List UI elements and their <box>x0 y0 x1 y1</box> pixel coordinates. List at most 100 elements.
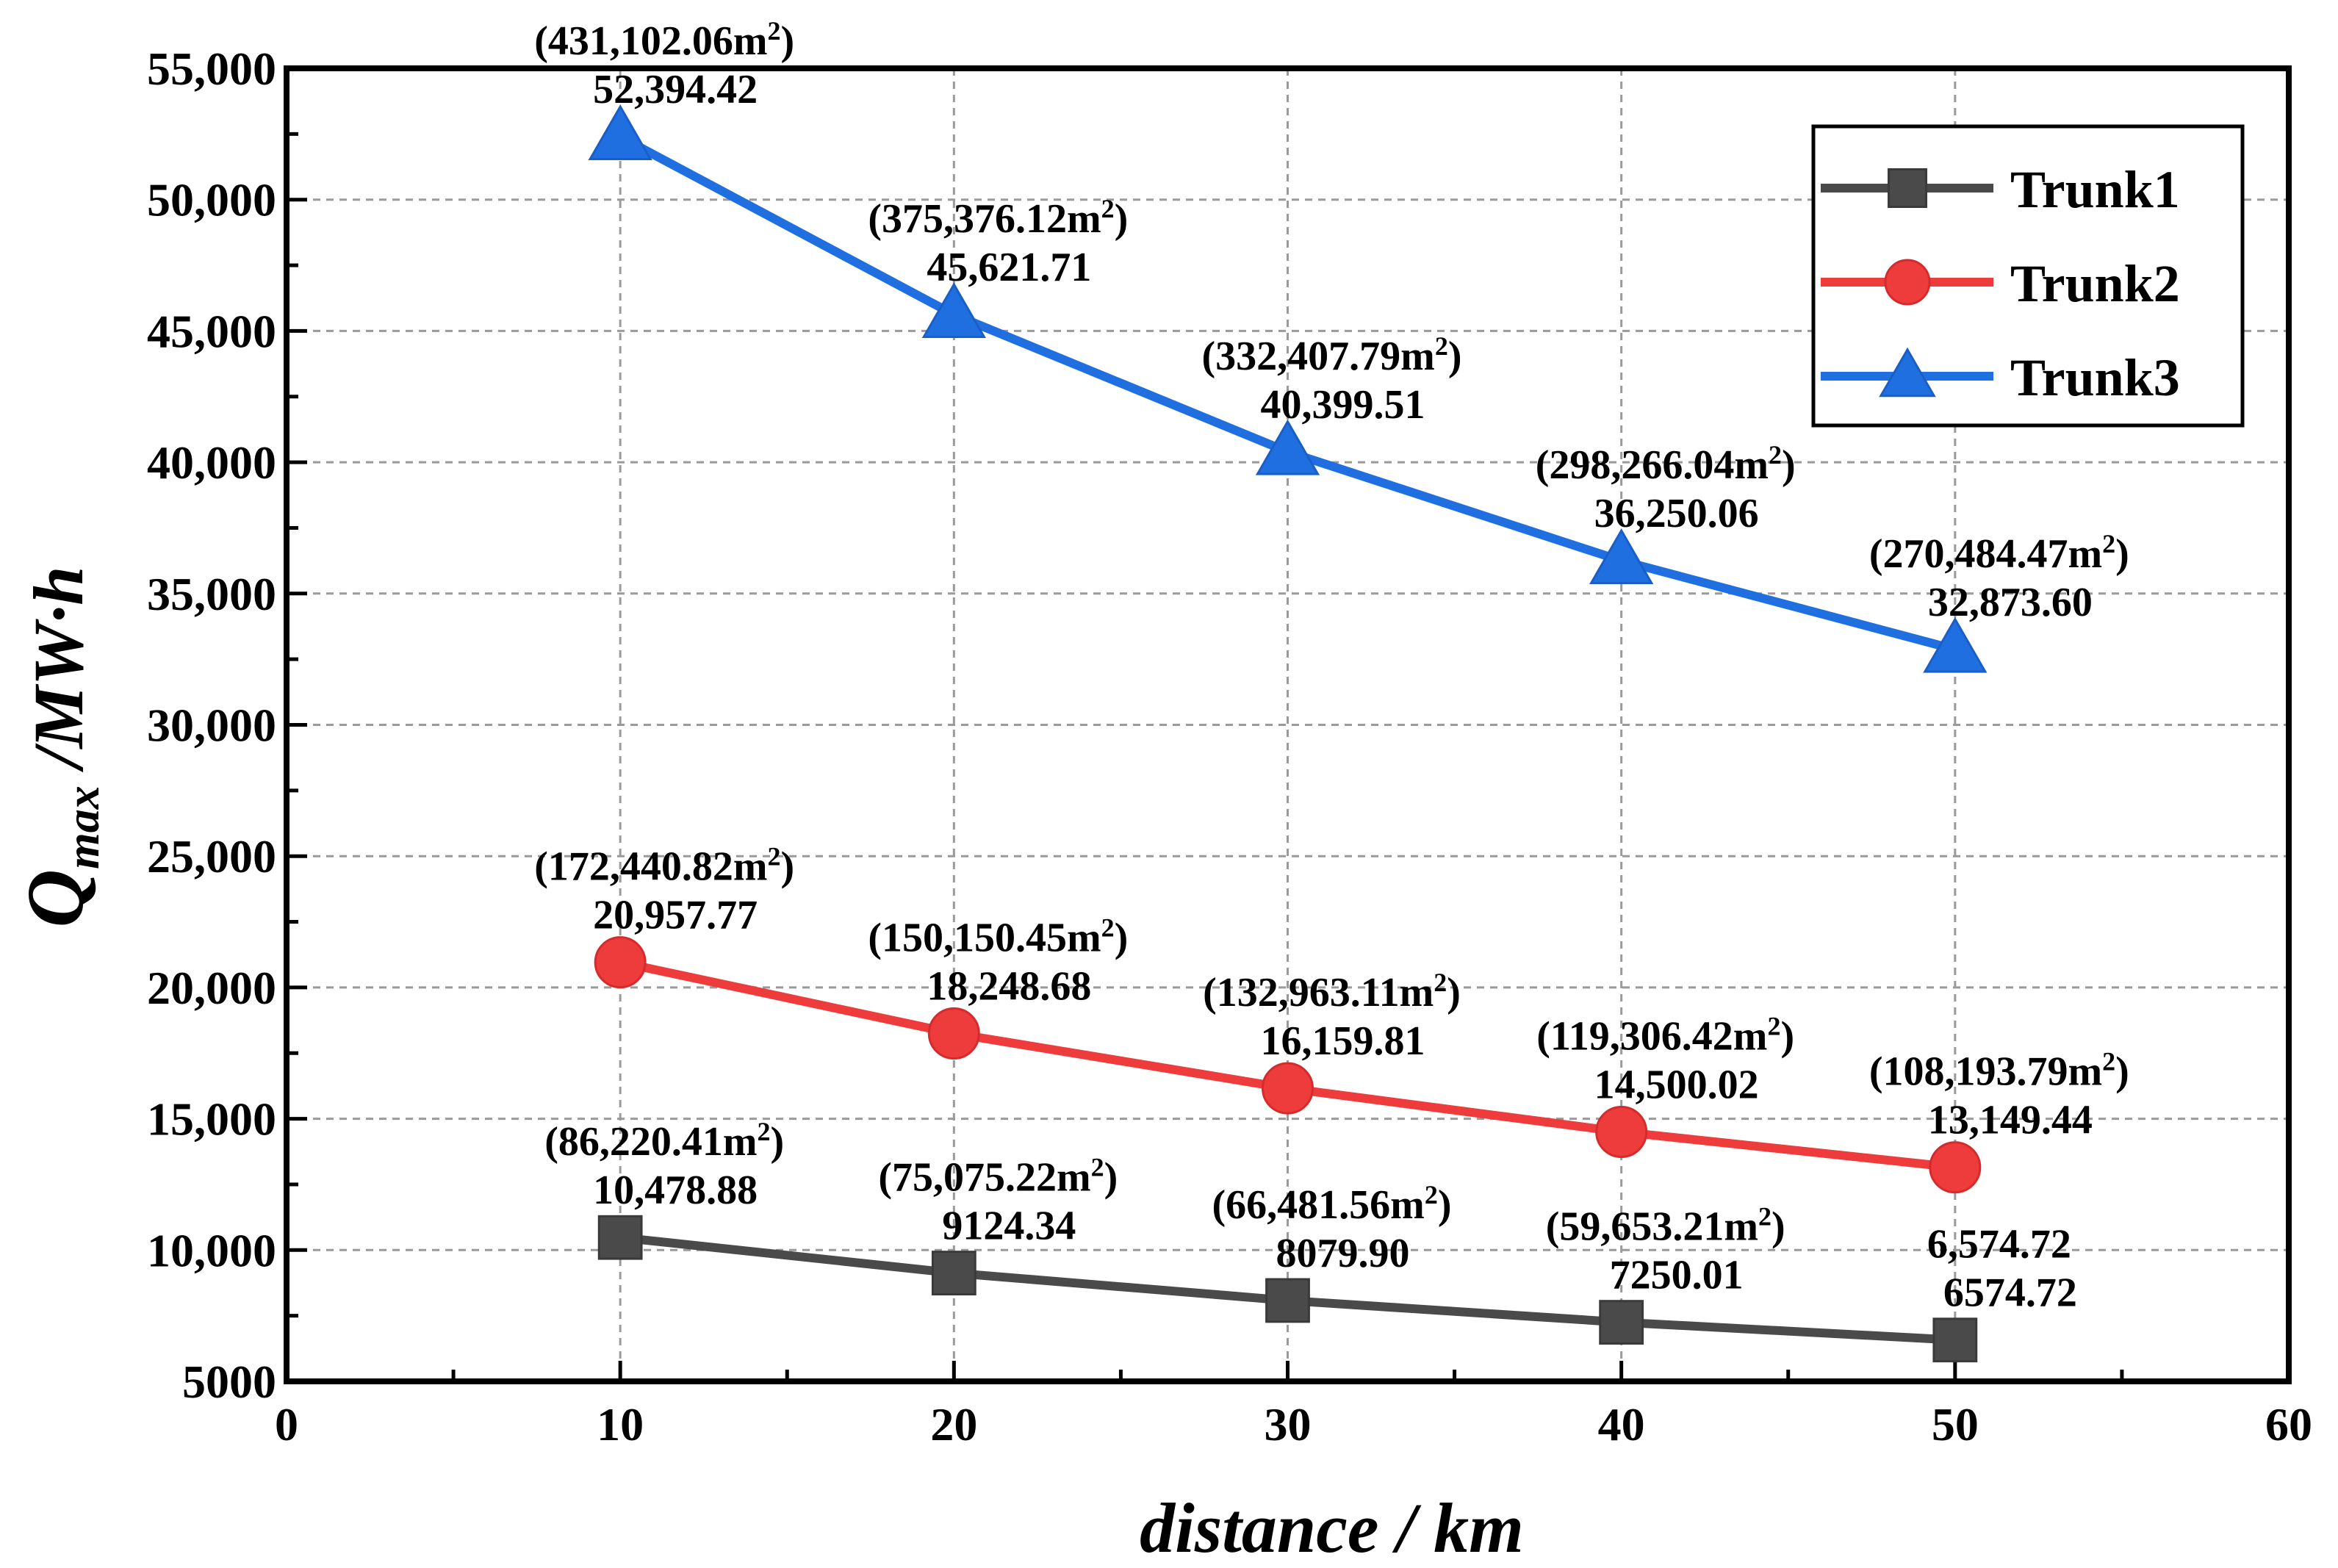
trunk3-area-label: (298,266.04m2) <box>1536 440 1796 488</box>
area-superscript: 2 <box>1767 1011 1780 1040</box>
area-close: ) <box>1438 1182 1452 1228</box>
area-value: (270,484.47m <box>1869 531 2102 577</box>
trunk1-point <box>1599 1300 1644 1345</box>
area-close: ) <box>1447 970 1461 1015</box>
trunk3-point <box>588 104 652 160</box>
trunk1-value-label: 10,478.88 <box>593 1168 758 1213</box>
trunk2-point <box>1262 1062 1314 1115</box>
trunk2-area-label: (172,440.82m2) <box>534 842 794 890</box>
area-value: (86,220.41m <box>544 1119 757 1165</box>
area-close: ) <box>1772 1204 1785 1250</box>
area-close: ) <box>1115 915 1129 960</box>
y-axis-subscript: max <box>57 785 109 869</box>
area-value: 6,574.72 <box>1927 1222 2071 1267</box>
area-close: ) <box>1115 196 1129 242</box>
trunk2-value-label: 20,957.77 <box>593 893 758 938</box>
y-axis-symbol: Q <box>10 869 100 927</box>
area-value: (59,653.21m <box>1546 1204 1758 1250</box>
y-tick-labels: 5000 10,000 15,000 20,000 25,000 30,000 35,000… <box>147 43 276 1408</box>
trunk3-value-label: 36,250.06 <box>1594 491 1759 536</box>
y-tick-label: 15,000 <box>147 1093 276 1146</box>
trunk2-value-label: 18,248.68 <box>927 963 1091 1009</box>
trunk1-value-label: 8079.90 <box>1276 1231 1410 1276</box>
y-tick-label: 20,000 <box>147 962 276 1014</box>
area-superscript: 2 <box>1091 1153 1104 1182</box>
trunk1-value-label: 6574.72 <box>1943 1270 2077 1316</box>
y-tick-label: 35,000 <box>147 568 276 620</box>
trunk3-legend-marker <box>1879 347 1936 398</box>
trunk3-legend-label: Trunk3 <box>2010 348 2180 407</box>
trunk3-value-label: 52,394.42 <box>593 67 758 112</box>
trunk2-legend-label: Trunk2 <box>2010 254 2180 313</box>
plot-frame <box>284 65 2292 1384</box>
area-value: (332,407.79m <box>1202 334 1435 379</box>
area-superscript: 2 <box>1425 1180 1438 1209</box>
trunk1-area-label: (59,653.21m2) <box>1546 1202 1785 1250</box>
trunk2-point <box>1595 1105 1648 1158</box>
x-tick-label: 40 <box>1598 1398 1645 1450</box>
area-superscript: 2 <box>1435 331 1448 361</box>
area-close: ) <box>1782 442 1796 488</box>
area-superscript: 2 <box>1769 440 1782 470</box>
y-tick-label: 5000 <box>182 1356 276 1408</box>
area-superscript: 2 <box>1101 913 1115 942</box>
trunk2-area-label: (132,963.11m2) <box>1203 968 1461 1015</box>
y-tick-label: 25,000 <box>147 830 276 882</box>
x-tick-label: 60 <box>2265 1398 2312 1450</box>
trunk3-point <box>1255 419 1320 475</box>
trunk1-point <box>1265 1278 1310 1323</box>
area-superscript: 2 <box>757 1117 770 1146</box>
trunk2-value-label: 16,159.81 <box>1261 1018 1425 1064</box>
area-value: (119,306.42m <box>1536 1013 1767 1059</box>
area-superscript: 2 <box>767 842 780 871</box>
trunk1-area-label: (86,220.41m2) <box>544 1117 784 1165</box>
trunk1-point <box>1932 1317 1978 1363</box>
y-tick-label: 50,000 <box>147 174 276 226</box>
area-value: (150,150.45m <box>868 915 1101 960</box>
area-close: ) <box>780 844 794 890</box>
trunk2-area-label: (108,193.79m2) <box>1869 1047 2129 1095</box>
trunk2-value-label: 14,500.02 <box>1594 1062 1759 1107</box>
area-value: (172,440.82m <box>534 844 767 890</box>
trunk2-legend-marker <box>1884 259 1931 306</box>
trunk1-value-label: 7250.01 <box>1610 1253 1744 1298</box>
trunk1-point <box>931 1251 976 1295</box>
y-tick-label: 30,000 <box>147 700 276 752</box>
trunk2-point <box>927 1007 980 1060</box>
trunk3-area-label: (332,407.79m2) <box>1202 331 1462 379</box>
data-labels: (86,220.41m2)10,478.88 (75,075.22m2)9124.… <box>534 16 2129 1316</box>
area-value: (66,481.56m <box>1212 1182 1425 1228</box>
area-superscript: 2 <box>767 16 780 46</box>
area-close: ) <box>780 18 794 64</box>
area-superscript: 2 <box>2102 1047 2115 1076</box>
trunk3-point <box>921 282 986 339</box>
trunk3-area-label: (270,484.47m2) <box>1869 529 2129 577</box>
trunk3-value-label: 45,621.71 <box>927 245 1091 290</box>
y-tick-label: 40,000 <box>147 436 276 489</box>
series-lines <box>588 104 1988 1363</box>
x-tick-label: 10 <box>597 1398 644 1450</box>
area-superscript: 2 <box>1101 194 1115 223</box>
x-tick-label: 20 <box>930 1398 977 1450</box>
trunk3-area-label: (375,376.12m2) <box>868 194 1128 242</box>
area-value: (75,075.22m <box>878 1155 1090 1201</box>
trunk2-point <box>1929 1141 1982 1194</box>
x-tick-label: 0 <box>275 1398 298 1450</box>
legend: Trunk1 Trunk2 Trunk3 <box>1811 124 2245 428</box>
trunk1-area-label: (75,075.22m2) <box>878 1153 1118 1201</box>
area-close: ) <box>1780 1013 1794 1059</box>
trunk2-point <box>594 936 647 989</box>
x-tick-label: 50 <box>1932 1398 1979 1450</box>
area-superscript: 2 <box>1434 968 1447 997</box>
area-value: (375,376.12m <box>868 196 1101 242</box>
x-tick-labels: 0 10 20 30 40 50 60 <box>275 1398 2312 1450</box>
area-value: (431,102.06m <box>534 18 767 64</box>
area-close: ) <box>2115 1049 2129 1095</box>
trunk3-value-label: 32,873.60 <box>1928 580 2093 625</box>
area-value: (298,266.04m <box>1536 442 1769 488</box>
area-value: (108,193.79m <box>1869 1049 2102 1095</box>
trunk2-value-label: 13,149.44 <box>1928 1098 2093 1143</box>
trunk1-legend-label: Trunk1 <box>2010 160 2180 219</box>
trunk3-point <box>1589 528 1654 584</box>
